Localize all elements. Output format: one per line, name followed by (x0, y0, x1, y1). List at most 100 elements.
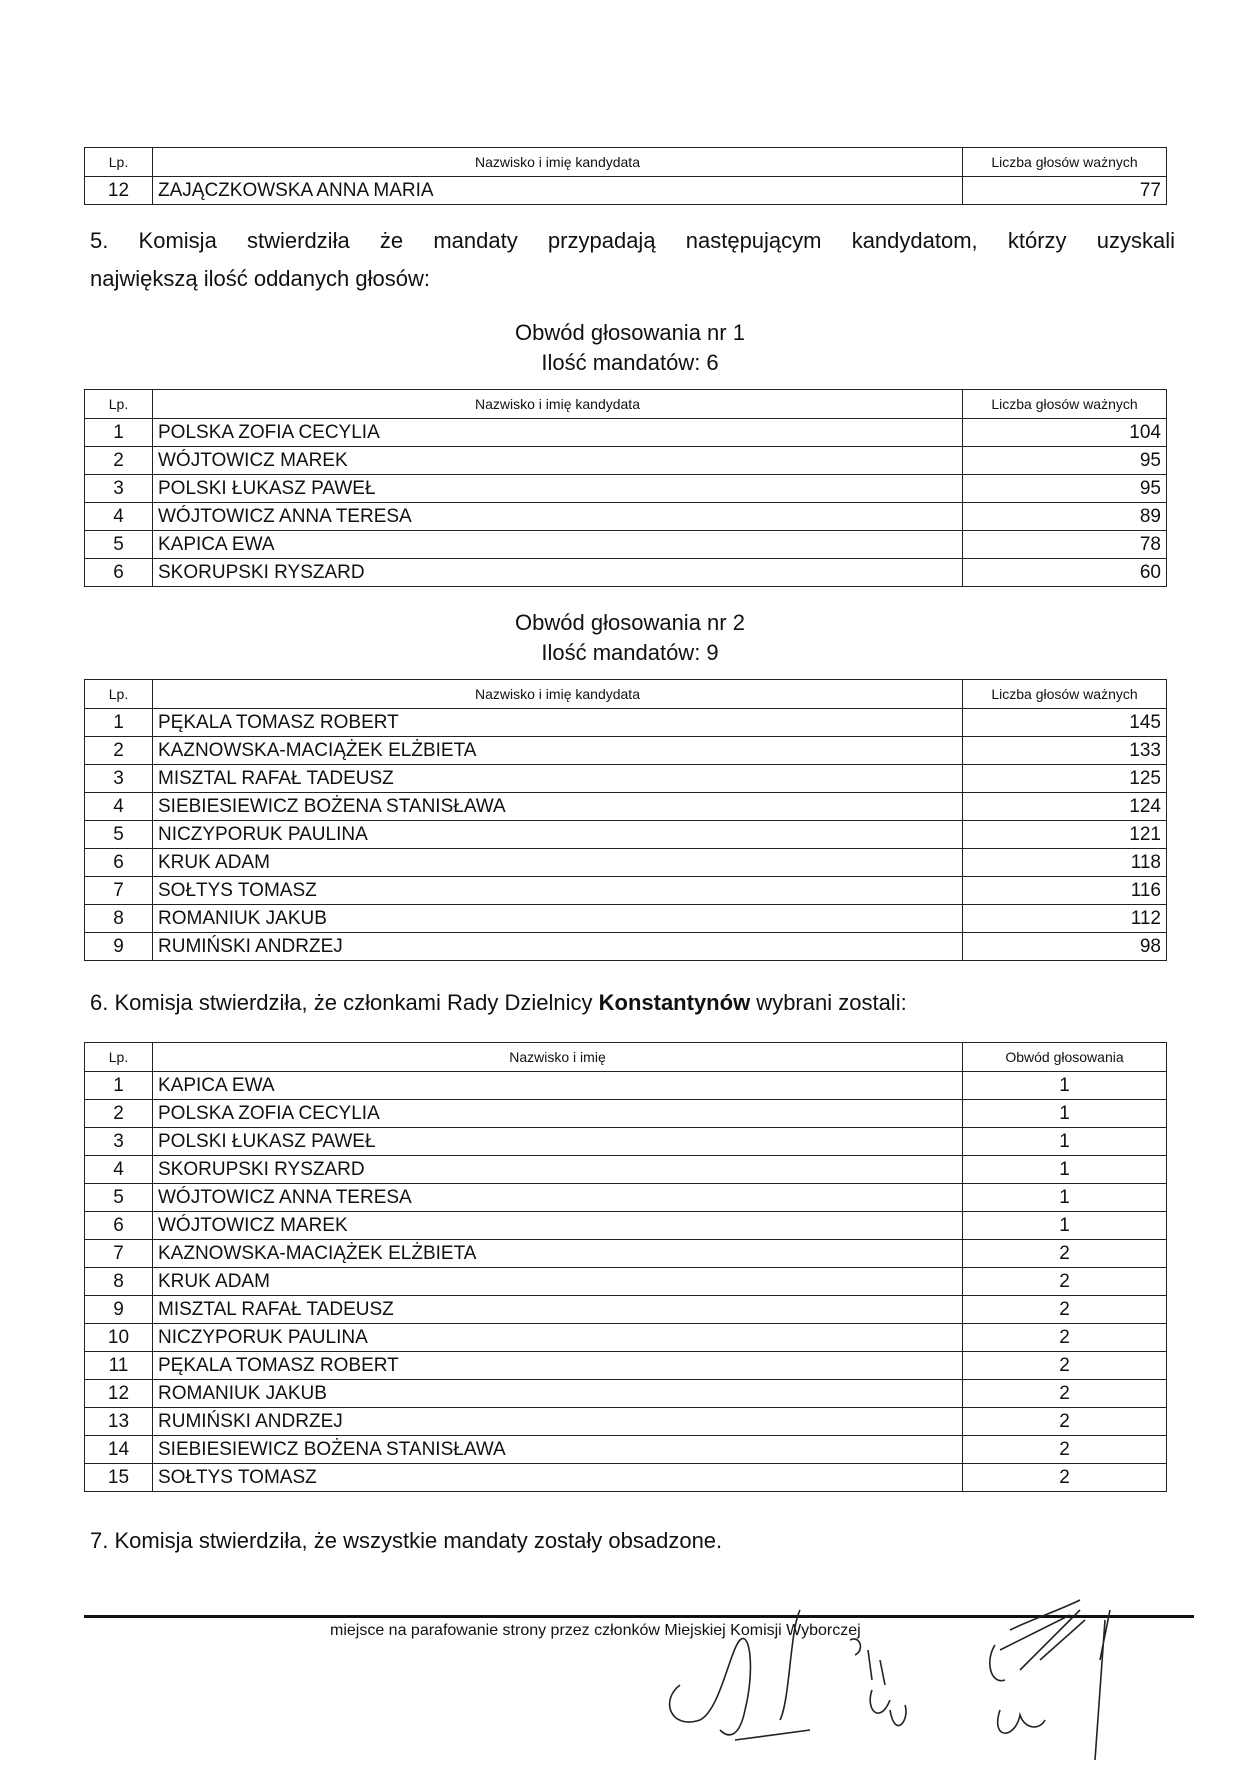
row-name: KAZNOWSKA-MACIĄŻEK ELŻBIETA (152, 1239, 963, 1268)
table-row: 1 PĘKALA TOMASZ ROBERT 145 (84, 708, 1167, 737)
initials-caption: miejsce na parafowanie strony przez czło… (330, 1622, 861, 1639)
row-name: WÓJTOWICZ MAREK (152, 446, 963, 475)
table-row: 4 SKORUPSKI RYSZARD 1 (84, 1155, 1167, 1184)
row-name: KRUK ADAM (152, 848, 963, 877)
row-number: 3 (84, 474, 153, 503)
row-district: 1 (962, 1127, 1167, 1156)
table-row: 12 ZAJĄCZKOWSKA ANNA MARIA 77 (84, 176, 1167, 205)
row-name: KAZNOWSKA-MACIĄŻEK ELŻBIETA (152, 736, 963, 765)
district-name: Konstantynów (598, 990, 751, 1015)
row-district: 2 (962, 1267, 1167, 1296)
row-votes: 124 (962, 792, 1167, 821)
header-candidate: Nazwisko i imię kandydata (152, 389, 963, 419)
section6-heading: 6. Komisja stwierdziła, że członkami Rad… (90, 990, 1175, 1016)
row-name: POLSKI ŁUKASZ PAWEŁ (152, 474, 963, 503)
table-row: 4 WÓJTOWICZ ANNA TERESA 89 (84, 502, 1167, 531)
table-row: 7 KAZNOWSKA-MACIĄŻEK ELŻBIETA 2 (84, 1239, 1167, 1268)
row-number: 6 (84, 558, 153, 587)
row-name: KRUK ADAM (152, 1267, 963, 1296)
row-name: POLSKA ZOFIA CECYLIA (152, 1099, 963, 1128)
row-district: 1 (962, 1071, 1167, 1100)
row-district: 1 (962, 1099, 1167, 1128)
header-candidate: Nazwisko i imię kandydata (152, 147, 963, 177)
row-number: 11 (84, 1351, 153, 1380)
row-name: SKORUPSKI RYSZARD (152, 558, 963, 587)
row-district: 2 (962, 1295, 1167, 1324)
signature-1 (668, 1609, 811, 1741)
header-lp: Lp. (84, 389, 153, 419)
row-votes: 118 (962, 848, 1167, 877)
table-row: 6 SKORUPSKI RYSZARD 60 (84, 558, 1167, 587)
row-number: 6 (84, 1211, 153, 1240)
row-name: MISZTAL RAFAŁ TADEUSZ (152, 764, 963, 793)
district1-mandates: Ilość mandatów: 6 (541, 350, 719, 375)
row-number: 5 (84, 820, 153, 849)
header-votes: Liczba głosów ważnych (962, 147, 1167, 177)
row-name: NICZYPORUK PAULINA (152, 1323, 963, 1352)
row-name: ROMANIUK JAKUB (152, 904, 963, 933)
row-district: 2 (962, 1323, 1167, 1352)
row-name: WÓJTOWICZ MAREK (152, 1211, 963, 1240)
row-votes: 95 (962, 446, 1167, 475)
row-name: SKORUPSKI RYSZARD (152, 1155, 963, 1184)
row-name: MISZTAL RAFAŁ TADEUSZ (152, 1295, 963, 1324)
table-row: 7 SOŁTYS TOMASZ 116 (84, 876, 1167, 905)
row-district: 1 (962, 1155, 1167, 1184)
row-number: 3 (84, 1127, 153, 1156)
row-votes: 77 (962, 176, 1167, 205)
row-name: POLSKI ŁUKASZ PAWEŁ (152, 1127, 963, 1156)
row-district: 2 (962, 1463, 1167, 1492)
table-row: 6 WÓJTOWICZ MAREK 1 (84, 1211, 1167, 1240)
table-row: 5 WÓJTOWICZ ANNA TERESA 1 (84, 1183, 1167, 1212)
table-row: 15 SOŁTYS TOMASZ 2 (84, 1463, 1167, 1492)
header-district: Obwód głosowania (962, 1042, 1167, 1072)
row-votes: 78 (962, 530, 1167, 559)
row-district: 2 (962, 1351, 1167, 1380)
row-number: 4 (84, 792, 153, 821)
row-number: 12 (84, 176, 153, 205)
row-district: 2 (962, 1435, 1167, 1464)
row-name: WÓJTOWICZ ANNA TERESA (152, 1183, 963, 1212)
table-row: 4 SIEBIESIEWICZ BOŻENA STANISŁAWA 124 (84, 792, 1167, 821)
row-number: 2 (84, 1099, 153, 1128)
header-votes: Liczba głosów ważnych (962, 389, 1167, 419)
section6-suffix: wybrani zostali: (750, 990, 907, 1015)
row-name: ROMANIUK JAKUB (152, 1379, 963, 1408)
table-row: 8 ROMANIUK JAKUB 112 (84, 904, 1167, 933)
row-district: 2 (962, 1407, 1167, 1436)
row-number: 4 (84, 502, 153, 531)
header-votes: Liczba głosów ważnych (962, 679, 1167, 709)
row-number: 2 (84, 446, 153, 475)
district1-table: Lp. Nazwisko i imię kandydata Liczba gło… (84, 389, 1167, 587)
row-number: 13 (84, 1407, 153, 1436)
row-number: 9 (84, 1295, 153, 1324)
row-name: SOŁTYS TOMASZ (152, 876, 963, 905)
row-votes: 112 (962, 904, 1167, 933)
row-name: KAPICA EWA (152, 530, 963, 559)
table-row: 6 KRUK ADAM 118 (84, 848, 1167, 877)
district2-table: Lp. Nazwisko i imię kandydata Liczba gło… (84, 679, 1167, 961)
table-row: 2 WÓJTOWICZ MAREK 95 (84, 446, 1167, 475)
table-row: 5 NICZYPORUK PAULINA 121 (84, 820, 1167, 849)
row-number: 1 (84, 418, 153, 447)
row-number: 9 (84, 932, 153, 961)
signature-3 (989, 1599, 1111, 1761)
row-number: 4 (84, 1155, 153, 1184)
header-lp: Lp. (84, 679, 153, 709)
header-lp: Lp. (84, 1042, 153, 1072)
header-candidate: Nazwisko i imię kandydata (152, 679, 963, 709)
row-votes: 116 (962, 876, 1167, 905)
table-row: 3 POLSKI ŁUKASZ PAWEŁ 95 (84, 474, 1167, 503)
row-name: WÓJTOWICZ ANNA TERESA (152, 502, 963, 531)
row-name: KAPICA EWA (152, 1071, 963, 1100)
section5-line2: największą ilość oddanych głosów: (90, 266, 430, 291)
table-row: 9 RUMIŃSKI ANDRZEJ 98 (84, 932, 1167, 961)
table-row: 11 PĘKALA TOMASZ ROBERT 2 (84, 1351, 1167, 1380)
signature-2 (849, 1638, 907, 1727)
row-number: 5 (84, 1183, 153, 1212)
row-name: NICZYPORUK PAULINA (152, 820, 963, 849)
table-row: 13 RUMIŃSKI ANDRZEJ 2 (84, 1407, 1167, 1436)
row-number: 8 (84, 1267, 153, 1296)
row-number: 14 (84, 1435, 153, 1464)
table-row: 10 NICZYPORUK PAULINA 2 (84, 1323, 1167, 1352)
